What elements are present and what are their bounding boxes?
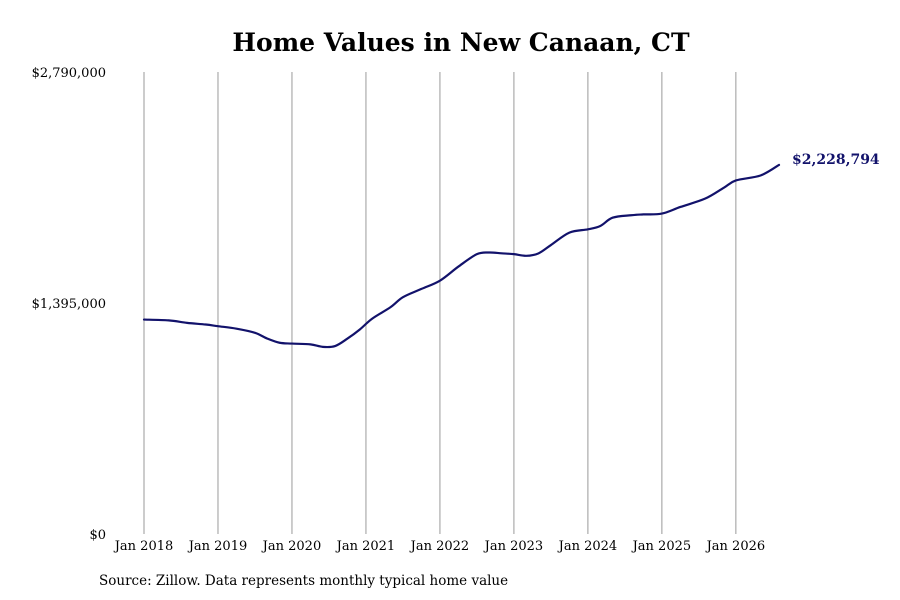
y-axis-tick-labels: $0 $1,395,000 $2,790,000 (32, 66, 106, 543)
series-group (142, 163, 781, 349)
y-tick-label: $0 (89, 528, 106, 543)
x-tick-label: Jan 2020 (261, 539, 322, 554)
x-tick-label: Jan 2019 (187, 539, 248, 554)
x-tick-label: Jan 2022 (409, 539, 470, 554)
x-tick-label: Jan 2024 (557, 539, 618, 554)
series-line (142, 163, 781, 349)
y-tick-label: $1,395,000 (32, 297, 106, 312)
chart-title: Home Values in New Canaan, CT (232, 28, 690, 57)
x-tick-label: Jan 2026 (705, 539, 766, 554)
vertical-gridlines (143, 72, 737, 534)
data-labels: $2,228,794 (792, 152, 880, 168)
end-value-label: $2,228,794 (792, 152, 880, 168)
x-tick-label: Jan 2021 (335, 539, 396, 554)
source-note: Source: Zillow. Data represents monthly … (99, 573, 509, 589)
x-axis-tick-labels: Jan 2018 Jan 2019 Jan 2020 Jan 2021 Jan 2022… (113, 539, 765, 554)
x-tick-label: Jan 2018 (113, 539, 174, 554)
x-tick-label: Jan 2023 (483, 539, 544, 554)
x-tick-label: Jan 2025 (631, 539, 692, 554)
y-tick-label: $2,790,000 (32, 66, 106, 81)
